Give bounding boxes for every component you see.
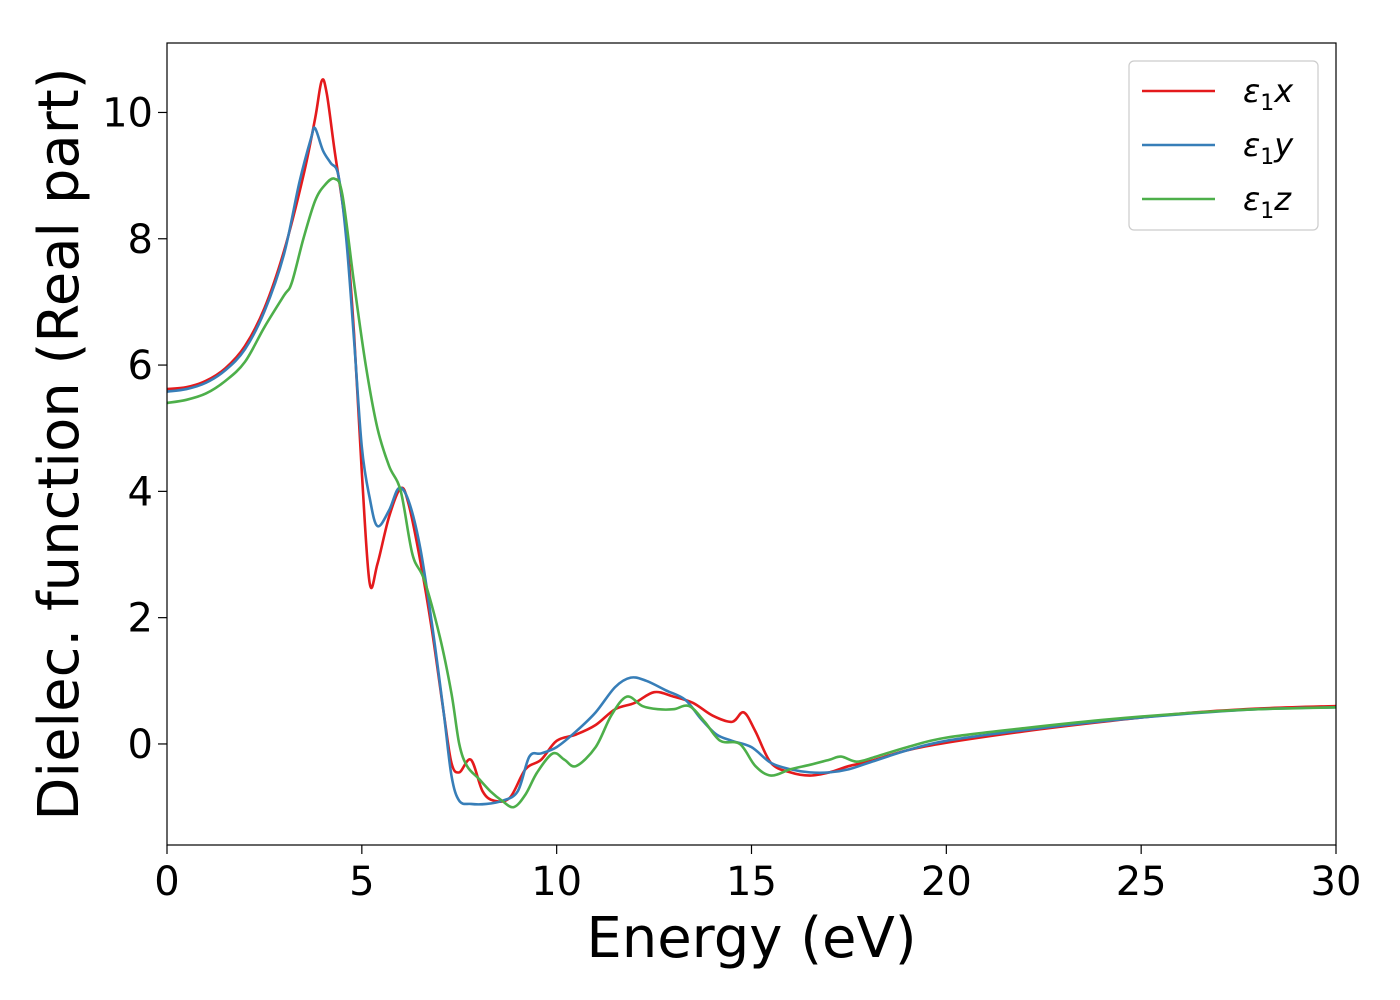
x-tick-label: 10 [531,859,582,905]
legend: ε1x ε1y ε1z [1128,60,1319,231]
y-tick-label: 8 [128,217,153,263]
y-axis-label: Dielec. function (Real part) [27,67,92,820]
x-tick-label: 0 [154,859,179,905]
plot-lines [167,78,1336,809]
y-tick-label: 10 [102,90,153,136]
y-tick-label: 2 [128,596,153,642]
series-line-z [167,177,1336,809]
x-axis-label: Energy (eV) [586,906,916,971]
y-tick-label: 0 [128,722,153,768]
legend-label-x: ε1x [1243,72,1294,116]
x-tick-label: 20 [921,859,972,905]
x-axis-ticks: 0 5 10 15 20 25 30 [154,845,1361,905]
legend-label-y: ε1y [1243,126,1294,170]
x-tick-label: 15 [726,859,777,905]
y-tick-label: 4 [128,469,153,515]
x-tick-label: 5 [349,859,374,905]
y-axis-ticks: 0 2 4 6 8 10 [102,90,167,768]
x-tick-label: 30 [1311,859,1362,905]
series-line-y [167,126,1336,806]
legend-label-z: ε1z [1243,180,1292,224]
x-tick-label: 25 [1116,859,1167,905]
y-tick-label: 6 [128,343,153,389]
legend-box [1128,60,1319,231]
